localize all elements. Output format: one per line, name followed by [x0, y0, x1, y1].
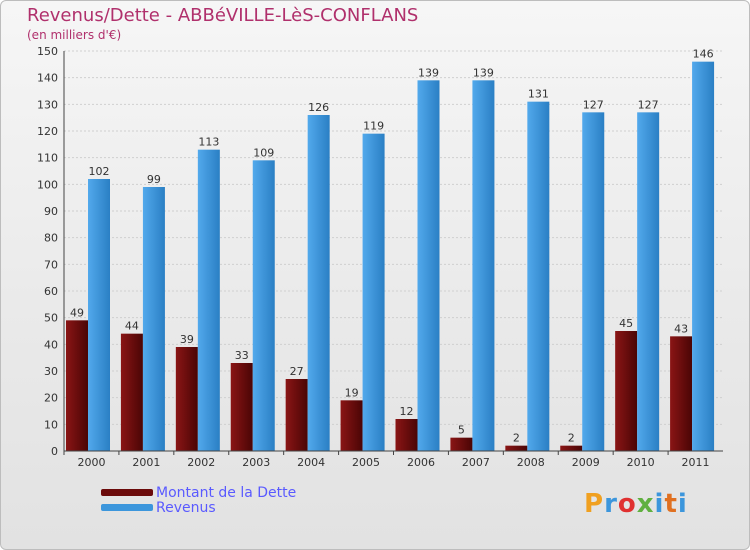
data-label-dette-2006: 12: [400, 405, 414, 418]
bar-revenus-2010: [637, 112, 660, 451]
data-label-revenus-2010: 127: [638, 98, 659, 111]
x-tick-label: 2010: [627, 456, 655, 469]
legend-label-revenus: Revenus: [156, 500, 216, 516]
logo-letter: i: [677, 489, 688, 519]
y-tick-label: 40: [44, 338, 58, 351]
y-tick-label: 140: [37, 72, 58, 85]
bar-dette-2007: [450, 437, 473, 451]
data-label-revenus-2006: 139: [418, 66, 439, 79]
y-tick-label: 70: [44, 258, 58, 271]
bar-revenus-2009: [582, 112, 605, 451]
bar-dette-2009: [560, 445, 583, 451]
x-tick-label: 2004: [297, 456, 325, 469]
data-label-revenus-2011: 146: [693, 48, 714, 61]
data-label-revenus-2001: 99: [147, 173, 161, 186]
bar-dette-2002: [175, 347, 198, 451]
data-label-dette-2001: 44: [125, 320, 139, 333]
x-tick-label: 2009: [572, 456, 600, 469]
bar-dette-2008: [505, 445, 528, 451]
data-label-revenus-2005: 119: [363, 120, 384, 133]
bar-dette-2006: [395, 419, 418, 451]
data-label-revenus-2007: 139: [473, 66, 494, 79]
bar-revenus-2008: [527, 101, 550, 452]
data-label-dette-2000: 49: [70, 306, 84, 319]
data-label-dette-2009: 2: [568, 432, 575, 445]
data-label-revenus-2004: 126: [308, 101, 329, 114]
y-tick-label: 110: [37, 152, 58, 165]
y-tick-label: 100: [37, 178, 58, 191]
y-tick-label: 30: [44, 365, 58, 378]
x-tick-label: 2011: [682, 456, 710, 469]
logo-letter: i: [654, 489, 665, 519]
bar-revenus-2007: [472, 80, 495, 451]
y-tick-label: 10: [44, 418, 58, 431]
x-tick-label: 2001: [132, 456, 160, 469]
logo-letter: r: [604, 489, 618, 519]
bar-dette-2001: [120, 333, 143, 451]
legend-swatch-revenus: [101, 504, 153, 511]
bar-dette-2004: [285, 379, 308, 451]
bar-revenus-2002: [197, 149, 220, 451]
y-tick-label: 0: [51, 445, 58, 458]
chart-subtitle: (en milliers d'€): [27, 28, 122, 42]
legend-label-dette: Montant de la Dette: [156, 485, 297, 501]
bar-revenus-2011: [692, 61, 715, 452]
chart-title: Revenus/Dette - ABBéVILLE-LèS-CONFLANS: [27, 5, 419, 26]
logo-letter: x: [636, 489, 655, 519]
bar-dette-2011: [670, 336, 693, 451]
logo-letter: o: [617, 489, 637, 519]
bar-dette-2010: [615, 331, 638, 451]
bar-revenus-2004: [307, 115, 330, 451]
data-label-revenus-2009: 127: [583, 98, 604, 111]
data-label-dette-2007: 5: [458, 424, 465, 437]
data-label-dette-2004: 27: [290, 365, 304, 378]
legend-swatch-dette: [101, 489, 153, 496]
y-tick-label: 90: [44, 205, 58, 218]
x-tick-label: 2008: [517, 456, 545, 469]
data-label-revenus-2000: 102: [89, 165, 110, 178]
data-label-dette-2008: 2: [513, 432, 520, 445]
bar-revenus-2001: [142, 187, 165, 451]
data-label-dette-2005: 19: [345, 386, 359, 399]
bar-revenus-2005: [362, 133, 385, 451]
bar-revenus-2006: [417, 80, 440, 451]
y-tick-label: 50: [44, 312, 58, 325]
bar-dette-2003: [230, 363, 253, 451]
x-tick-label: 2003: [242, 456, 270, 469]
data-label-revenus-2008: 131: [528, 88, 549, 101]
data-label-dette-2003: 33: [235, 349, 249, 362]
x-tick-label: 2005: [352, 456, 380, 469]
data-label-dette-2011: 43: [674, 322, 688, 335]
x-tick-label: 2007: [462, 456, 490, 469]
bar-revenus-2000: [88, 179, 110, 451]
x-tick-label: 2002: [187, 456, 215, 469]
data-label-dette-2002: 39: [180, 333, 194, 346]
y-tick-label: 80: [44, 232, 58, 245]
y-tick-label: 20: [44, 392, 58, 405]
bar-revenus-2003: [252, 160, 275, 452]
y-tick-label: 130: [37, 98, 58, 111]
proxiti-logo: Proxiti: [584, 489, 688, 519]
logo-letter: P: [584, 489, 605, 519]
bar-dette-2000: [66, 320, 88, 451]
y-tick-label: 120: [37, 125, 58, 138]
data-label-revenus-2002: 113: [198, 136, 219, 149]
data-label-revenus-2003: 109: [253, 146, 274, 159]
bar-dette-2005: [340, 400, 363, 451]
x-tick-label: 2006: [407, 456, 435, 469]
logo-letter: t: [664, 489, 678, 519]
data-label-dette-2010: 45: [619, 317, 633, 330]
y-tick-label: 60: [44, 285, 58, 298]
x-tick-label: 2000: [77, 456, 105, 469]
y-tick-label: 150: [37, 45, 58, 58]
